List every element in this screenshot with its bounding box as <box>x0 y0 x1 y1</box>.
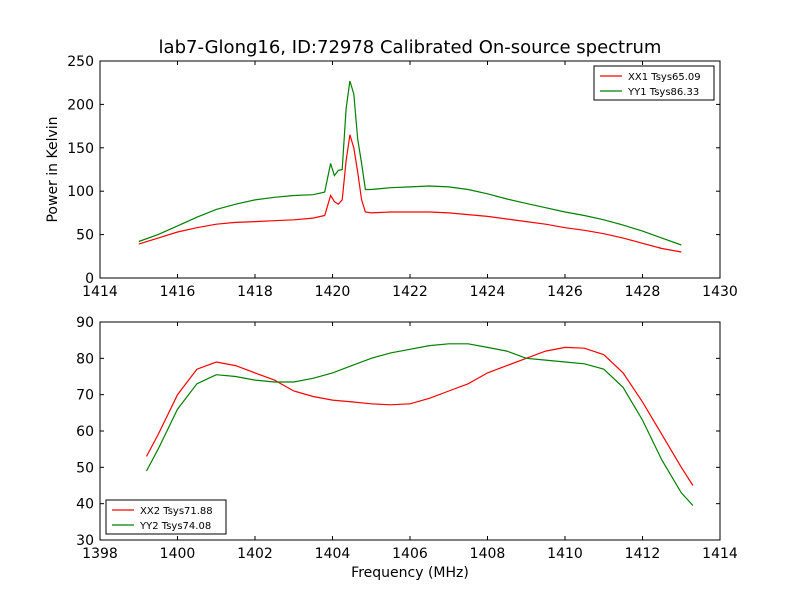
x-tick-label: 1422 <box>392 284 428 300</box>
y-tick-label: 100 <box>67 184 94 200</box>
legend-label: YY2 Tsys74.08 <box>139 521 211 532</box>
x-tick-label: 1402 <box>237 546 273 562</box>
legend-label: XX2 Tsys71.88 <box>140 506 213 517</box>
series-line-top-2 <box>138 80 682 246</box>
legend-box <box>105 499 227 535</box>
x-tick-label: 1430 <box>702 284 738 300</box>
legend-label: XX1 Tsys65.09 <box>628 72 701 83</box>
x-tick-label: 1404 <box>315 546 351 562</box>
y-tick-label: 50 <box>76 228 94 244</box>
x-tick-label: 1418 <box>237 284 273 300</box>
y-tick-label: 200 <box>67 97 94 113</box>
x-tick-label: 1414 <box>82 284 118 300</box>
x-tick-label: 1414 <box>702 546 738 562</box>
y-tick-label: 150 <box>67 141 94 157</box>
x-tick-label: 1400 <box>160 546 196 562</box>
legend-box <box>593 65 715 101</box>
y-tick-label: 40 <box>76 497 94 513</box>
y-tick-label: 70 <box>76 388 94 404</box>
y-tick-label: 80 <box>76 351 94 367</box>
y-tick-label: 0 <box>85 271 94 287</box>
x-tick-label: 1408 <box>470 546 506 562</box>
series-line-top-1 <box>138 134 682 253</box>
y-tick-label: 30 <box>76 533 94 549</box>
series-line-bottom-2 <box>145 343 694 506</box>
x-tick-label: 1416 <box>160 284 196 300</box>
bottom-plot: 1398 1400 1402 1404 1406 1408 1410 1412 1414 30 40… <box>76 315 738 581</box>
x-tick-label: 1406 <box>392 546 428 562</box>
x-tick-label: 1412 <box>625 546 661 562</box>
x-tick-label: 1424 <box>470 284 506 300</box>
x-axis-label: Frequency (MHz) <box>351 565 469 581</box>
y-tick-label: 60 <box>76 424 94 440</box>
y-tick-label: 250 <box>67 54 94 70</box>
series-line-bottom-1 <box>145 346 694 486</box>
figure-title: lab7-Glong16, ID:72978 Calibrated On-sou… <box>159 37 662 58</box>
legend-label: YY1 Tsys86.33 <box>627 87 699 98</box>
y-axis-label: Power in Kelvin <box>45 116 61 222</box>
x-tick-label: 1398 <box>82 546 118 562</box>
legend-top: XX1 Tsys65.09 YY1 Tsys86.33 <box>593 65 715 101</box>
x-tick-label: 1428 <box>625 284 661 300</box>
y-tick-label: 90 <box>76 315 94 331</box>
y-tick-label: 50 <box>76 460 94 476</box>
x-tick-label: 1426 <box>547 284 583 300</box>
top-plot: 1414 1416 1418 1420 1422 1424 1426 1428 1430 0 50 1… <box>45 54 738 300</box>
x-tick-label: 1410 <box>547 546 583 562</box>
legend-bottom: XX2 Tsys71.88 YY2 Tsys74.08 <box>105 499 227 535</box>
x-tick-label: 1420 <box>315 284 351 300</box>
